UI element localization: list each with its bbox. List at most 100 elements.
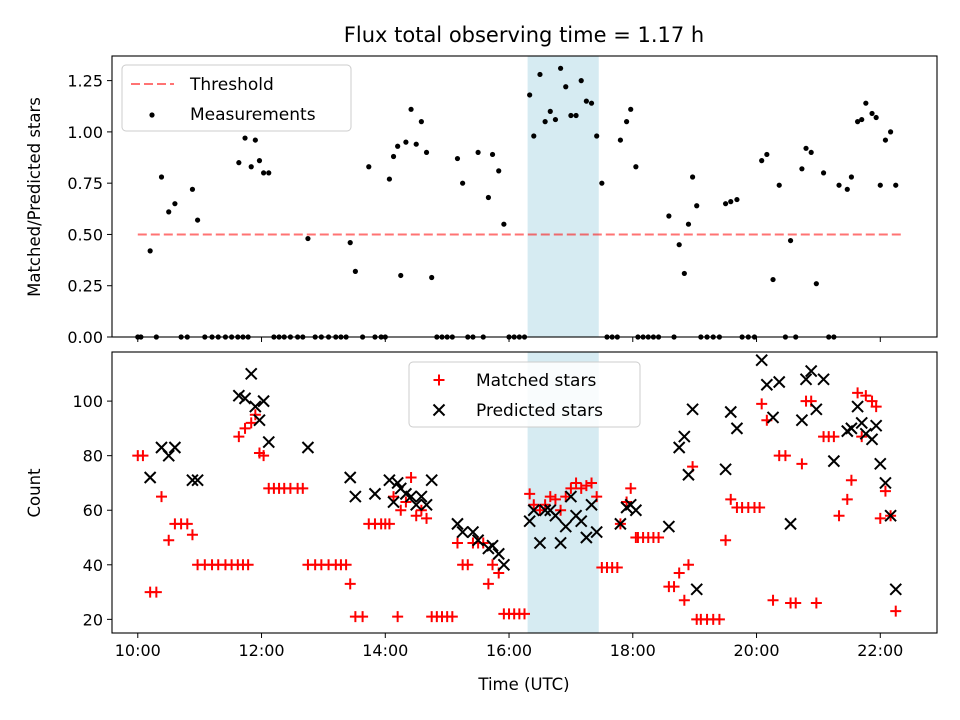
matched-star-point xyxy=(297,482,309,494)
predicted-star-point xyxy=(585,498,598,511)
predicted-star-point xyxy=(168,441,182,454)
top-y-tick-label: 0.75 xyxy=(67,174,103,193)
predicted-star-point xyxy=(773,375,786,389)
matched-star-point xyxy=(725,493,737,505)
bottom-y-tick-label: 20 xyxy=(83,610,103,629)
bottom-y-tick-label: 60 xyxy=(83,501,103,520)
predicted-star-point xyxy=(662,520,676,533)
matched-star-point xyxy=(560,491,572,503)
legend-measurements-swatch xyxy=(149,112,155,118)
measurement-point xyxy=(552,116,559,123)
matched-star-point xyxy=(340,559,352,571)
predicted-star-point xyxy=(614,517,627,531)
predicted-star-point xyxy=(719,463,732,476)
predicted-star-point xyxy=(795,413,809,427)
predicted-star-point xyxy=(575,514,588,528)
measurement-point xyxy=(413,141,419,147)
measurement-point xyxy=(166,209,172,215)
predicted-star-point xyxy=(349,490,362,503)
matched-star-point xyxy=(383,518,395,530)
measurement-point xyxy=(547,108,553,114)
measurement-point xyxy=(623,119,630,125)
matched-star-point xyxy=(462,559,474,571)
measurement-point xyxy=(787,237,794,244)
matched-star-point xyxy=(181,518,193,530)
matched-star-point xyxy=(845,474,857,486)
matched-star-point xyxy=(841,493,853,505)
predicted-star-point xyxy=(344,471,357,484)
predicted-star-point xyxy=(629,504,643,517)
matched-star-point xyxy=(482,578,494,590)
measurement-point xyxy=(527,92,533,98)
legend-predicted-swatch xyxy=(432,403,446,417)
predicted-star-point xyxy=(810,403,823,416)
top-y-tick-label: 0.50 xyxy=(67,225,103,244)
matched-star-point xyxy=(779,450,791,462)
matched-star-point xyxy=(879,485,891,497)
predicted-star-point xyxy=(580,531,593,544)
legend-matched-swatch xyxy=(433,374,445,386)
predicted-star-point xyxy=(851,400,864,413)
top-y-axis-label: Matched/Predicted stars xyxy=(25,97,44,297)
measurement-point xyxy=(347,240,353,246)
predicted-star-point xyxy=(471,534,485,547)
measurement-point xyxy=(418,119,424,125)
predicted-star-point xyxy=(486,539,499,552)
predicted-star-point xyxy=(415,490,428,503)
predicted-star-point xyxy=(678,430,691,443)
predicted-star-point xyxy=(724,405,737,419)
predicted-star-point xyxy=(682,468,695,481)
matched-star-point xyxy=(754,502,766,514)
predicted-star-point xyxy=(466,525,480,539)
matched-star-point xyxy=(137,450,149,462)
measurement-point xyxy=(390,153,397,160)
top-highlight-span xyxy=(527,56,599,337)
measurement-point xyxy=(808,149,814,156)
measurement-point xyxy=(386,176,393,182)
predicted-star-point xyxy=(538,504,552,517)
predicted-star-point xyxy=(533,536,547,550)
matched-star-point xyxy=(421,512,433,524)
top-legend: Threshold Measurements xyxy=(121,64,352,132)
measurement-point xyxy=(454,155,461,162)
matched-star-point xyxy=(860,390,872,402)
matched-star-point xyxy=(756,398,768,410)
predicted-star-point xyxy=(690,583,703,596)
matched-star-point xyxy=(242,559,254,571)
matched-star-point xyxy=(534,504,546,516)
top-legend-frame xyxy=(121,64,352,132)
predicted-star-point xyxy=(420,498,433,511)
measurement-point xyxy=(633,164,639,170)
predicted-star-point xyxy=(262,435,275,449)
matched-star-point xyxy=(357,611,369,623)
predicted-star-point xyxy=(865,433,879,446)
predicted-star-point xyxy=(301,441,315,454)
predicted-star-point xyxy=(879,476,892,490)
matched-star-point xyxy=(673,567,685,579)
matched-star-point xyxy=(810,597,822,609)
measurement-point xyxy=(685,221,692,227)
x-tick-label: 14:00 xyxy=(362,641,408,660)
x-tick-label: 12:00 xyxy=(238,641,284,660)
predicted-star-point xyxy=(404,490,418,503)
legend-measurements-label: Measurements xyxy=(190,105,316,125)
measurement-point xyxy=(236,160,242,166)
measurement-point xyxy=(728,199,734,205)
x-axis-label: Time (UTC) xyxy=(477,675,569,694)
measurement-point xyxy=(836,182,842,188)
matched-star-point xyxy=(833,510,845,522)
measurement-point xyxy=(305,235,311,242)
matched-star-point xyxy=(570,477,582,489)
measurement-point xyxy=(256,158,263,164)
predicted-star-point xyxy=(884,509,897,522)
legend-threshold-label: Threshold xyxy=(189,75,274,95)
matched-star-point xyxy=(446,611,458,623)
top-y-tick-label: 1.25 xyxy=(67,72,103,91)
bottom-y-tick-label: 100 xyxy=(72,392,103,411)
measurement-point xyxy=(189,186,196,192)
predicted-star-point xyxy=(590,525,603,539)
measurement-point xyxy=(403,139,409,145)
matched-star-point xyxy=(852,387,864,399)
measurement-point xyxy=(242,135,248,141)
